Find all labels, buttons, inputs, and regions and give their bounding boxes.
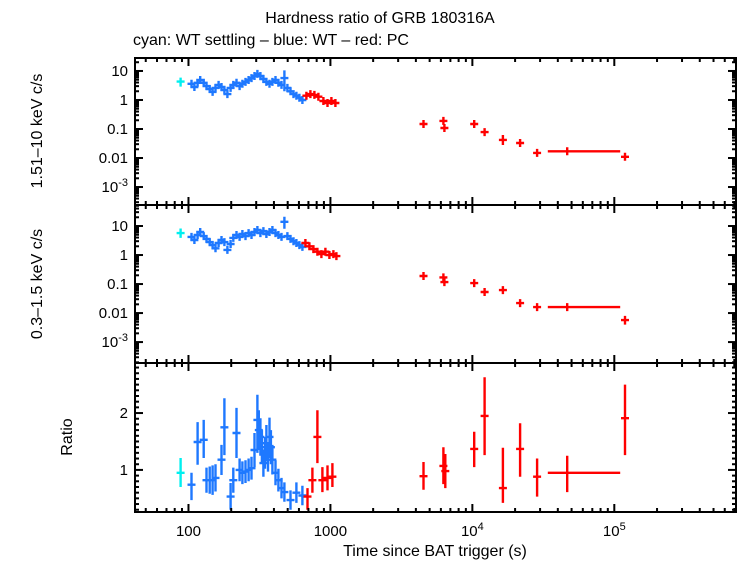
series-wt — [187, 394, 307, 510]
x-tick-label: 105 — [603, 521, 626, 540]
x-tick-label: 1000 — [314, 523, 347, 540]
y-axis-label-soft-band: 0.3–1.5 keV c/s — [29, 229, 46, 339]
panel-soft-band-rate-series — [176, 216, 629, 325]
y-tick-label: 1 — [120, 247, 128, 264]
panel-soft-band-rate-frame — [134, 204, 737, 364]
y-axis-label-hard-band: 1.51–10 keV c/s — [29, 74, 46, 189]
x-tick-label: 104 — [461, 521, 484, 540]
y-tick-label: 1 — [120, 462, 128, 479]
series-wt — [187, 216, 307, 254]
y-tick-label: 0.01 — [99, 150, 128, 167]
plot-legend: cyan: WT settling – blue: WT – red: PC — [133, 32, 409, 49]
panel-hard-band-rate-series — [176, 69, 629, 161]
y-tick-label: 0.1 — [107, 276, 128, 293]
x-tick-label: 100 — [176, 523, 201, 540]
y-tick-label: 10-3 — [102, 332, 128, 351]
y-tick-label: 0.1 — [107, 121, 128, 138]
series-pc — [302, 90, 629, 161]
y-tick-label: 1 — [120, 92, 128, 109]
plot-title: Hardness ratio of GRB 180316A — [265, 10, 495, 27]
series-wt-settling — [176, 458, 185, 487]
series-wt — [187, 69, 307, 104]
y-tick-label: 2 — [120, 405, 128, 422]
y-tick-label: 10 — [111, 63, 128, 80]
y-axis-label-ratio: Ratio — [59, 418, 76, 455]
plot-content: 10 1 0.1 0.01 10-3 10 1 0.1 0.01 10-3 1 2 100 1000 104… — [99, 57, 737, 540]
y-tick-label: 10 — [111, 218, 128, 235]
series-wt-settling — [176, 77, 185, 87]
series-pc — [301, 239, 629, 325]
tick-labels: 10 1 0.1 0.01 10-3 10 1 0.1 0.01 10-3 1 2 100 1000 104… — [99, 63, 626, 540]
panel-hardness-ratio-series — [176, 377, 629, 510]
series-wt-settling — [176, 228, 185, 238]
panel-hard-band-rate-frame — [134, 57, 737, 206]
x-axis-label: Time since BAT trigger (s) — [343, 543, 527, 560]
panel-hardness-ratio-frame — [134, 362, 737, 513]
series-pc — [303, 377, 629, 510]
y-tick-label: 0.01 — [99, 305, 128, 322]
y-tick-label: 10-3 — [102, 177, 128, 196]
